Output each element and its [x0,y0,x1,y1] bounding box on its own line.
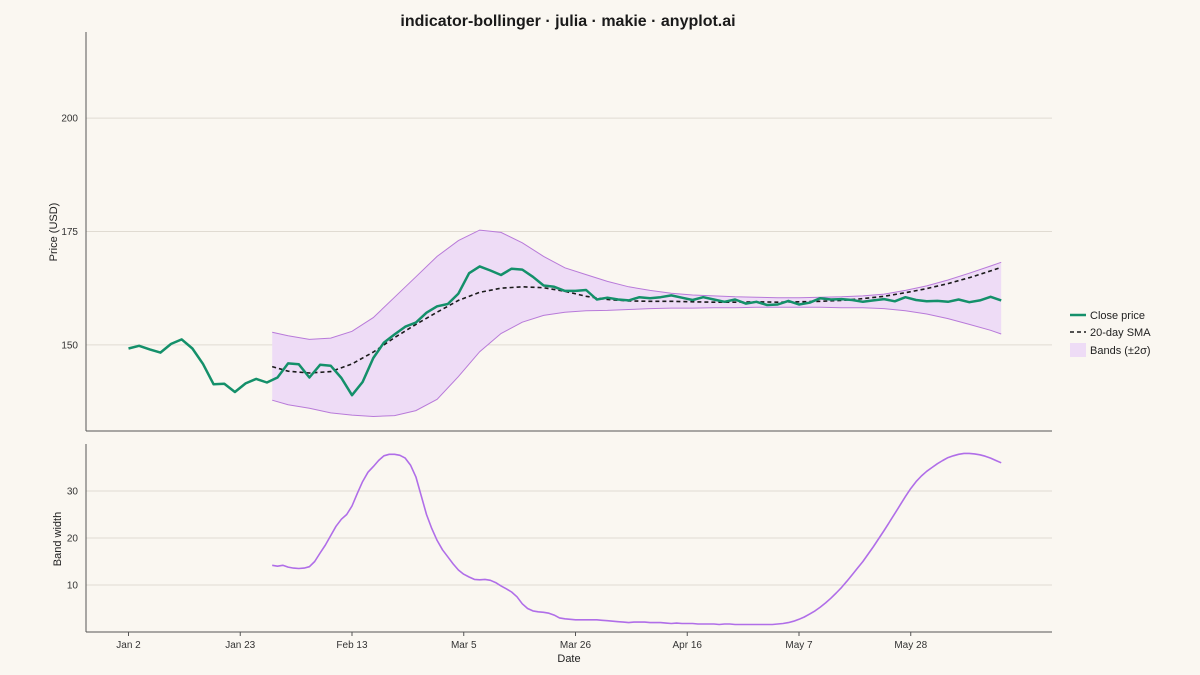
lower-band-line [272,306,1002,418]
legend-label-close-price: Close price [1090,310,1145,322]
bandwidth-axes [85,444,1052,633]
bandwidth-panel: 10 20 30 Band width [52,444,1052,633]
price-y-axis-label: Price (USD) [48,203,60,262]
x-tick: Mar 5 [451,640,477,651]
x-tick: Jan 2 [116,640,141,651]
x-axis-label: Date [557,653,580,665]
price-grid [86,117,1052,346]
band-fill [272,230,1002,417]
bandwidth-lines [272,452,1002,626]
bandwidth-y-tick-labels: 10 20 30 [67,487,79,592]
bandwidth-y-tick: 20 [67,534,79,545]
legend-label-sma: 20-day SMA [1090,327,1151,339]
legend-swatch-bands [1070,343,1086,357]
x-tick: Feb 13 [336,640,368,651]
price-y-tick-labels: 150 175 200 [61,114,78,352]
bandwidth-line [272,452,1002,626]
x-tick: Apr 16 [673,640,703,651]
price-panel: 150 175 200 Price (USD) [48,32,1052,432]
bandwidth-y-tick: 10 [67,581,79,592]
x-tick: Jan 23 [225,640,255,651]
bandwidth-y-tick: 30 [67,487,79,498]
close-price-line [128,265,1002,397]
bandwidth-y-axis-label: Band width [52,512,64,566]
x-tick: May 7 [785,640,813,651]
price-axes [85,32,1052,432]
upper-band-line [272,229,1002,340]
x-tick: May 28 [894,640,927,651]
legend-label-bands: Bands (±2σ) [1090,345,1151,357]
x-tick: Mar 26 [560,640,592,651]
chart-title: indicator-bollinger · julia · makie · an… [400,13,735,30]
bollinger-band [272,229,1002,418]
price-lines [128,265,1002,397]
price-y-tick: 150 [61,340,78,351]
price-y-tick: 175 [61,227,78,238]
legend: Close price 20-day SMA Bands (±2σ) [1070,310,1151,357]
x-tick-labels: Jan 2 Jan 23 Feb 13 Mar 5 Mar 26 Apr 16 May 7 M… [116,632,928,651]
sma-line [271,266,1002,374]
bandwidth-grid [86,490,1052,586]
price-y-tick: 200 [61,114,78,125]
